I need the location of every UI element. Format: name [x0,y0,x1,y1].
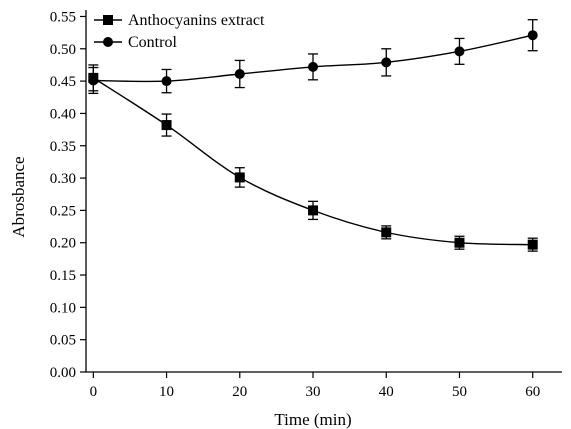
legend: Anthocyanins extract Control [94,12,265,51]
y-tick-label: 0.20 [50,236,76,252]
data-point-square [381,227,392,238]
legend-item-control: Control [94,34,177,51]
x-axis-title: Time (min) [274,410,351,429]
data-point-circle [308,61,319,72]
x-tick-label: 20 [232,384,247,400]
legend-item-anthocyanins: Anthocyanins extract [94,12,265,29]
data-point-circle [454,46,465,57]
data-point-square [161,120,172,131]
data-point-circle [161,76,172,87]
x-tick-label: 30 [306,384,321,400]
y-ticks: 0.00 0.05 0.10 0.15 0.20 0.25 0.30 0.35 0.40 0.45… [50,9,86,381]
legend-marker-circle [103,37,113,47]
x-tick-label: 0 [90,384,98,400]
y-tick-label: 0.40 [50,106,76,122]
data-point-circle [234,68,245,79]
data-point-circle [88,75,99,86]
legend-marker-square [103,15,113,25]
y-axis-title: Abrosbance [9,156,28,237]
x-tick-label: 50 [452,384,467,400]
y-tick-label: 0.55 [50,9,76,25]
data-point-circle [527,30,538,41]
data-point-circle [381,57,392,68]
y-tick-label: 0.35 [50,139,76,155]
y-tick-label: 0.50 [50,42,76,58]
y-tick-label: 0.15 [50,268,76,284]
y-tick-label: 0.25 [50,203,76,219]
y-tick-label: 0.30 [50,171,76,187]
legend-label-control: Control [128,34,177,51]
data-point-square [234,172,245,183]
x-tick-label: 40 [379,384,394,400]
x-tick-label: 60 [525,384,540,400]
series-control [88,19,538,95]
legend-label-anthocyanins: Anthocyanins extract [128,12,265,29]
x-tick-label: 10 [159,384,174,400]
x-ticks: 0 10 20 30 40 50 60 [90,372,540,400]
axes [85,10,562,373]
data-point-square [454,237,465,248]
data-point-square [527,239,538,250]
y-tick-label: 0.00 [50,365,76,381]
y-tick-label: 0.45 [50,74,76,90]
series-layer [88,19,538,252]
series-anthocyanins [88,64,538,252]
y-tick-label: 0.10 [50,300,76,316]
data-point-square [308,205,319,216]
y-tick-label: 0.05 [50,333,76,349]
